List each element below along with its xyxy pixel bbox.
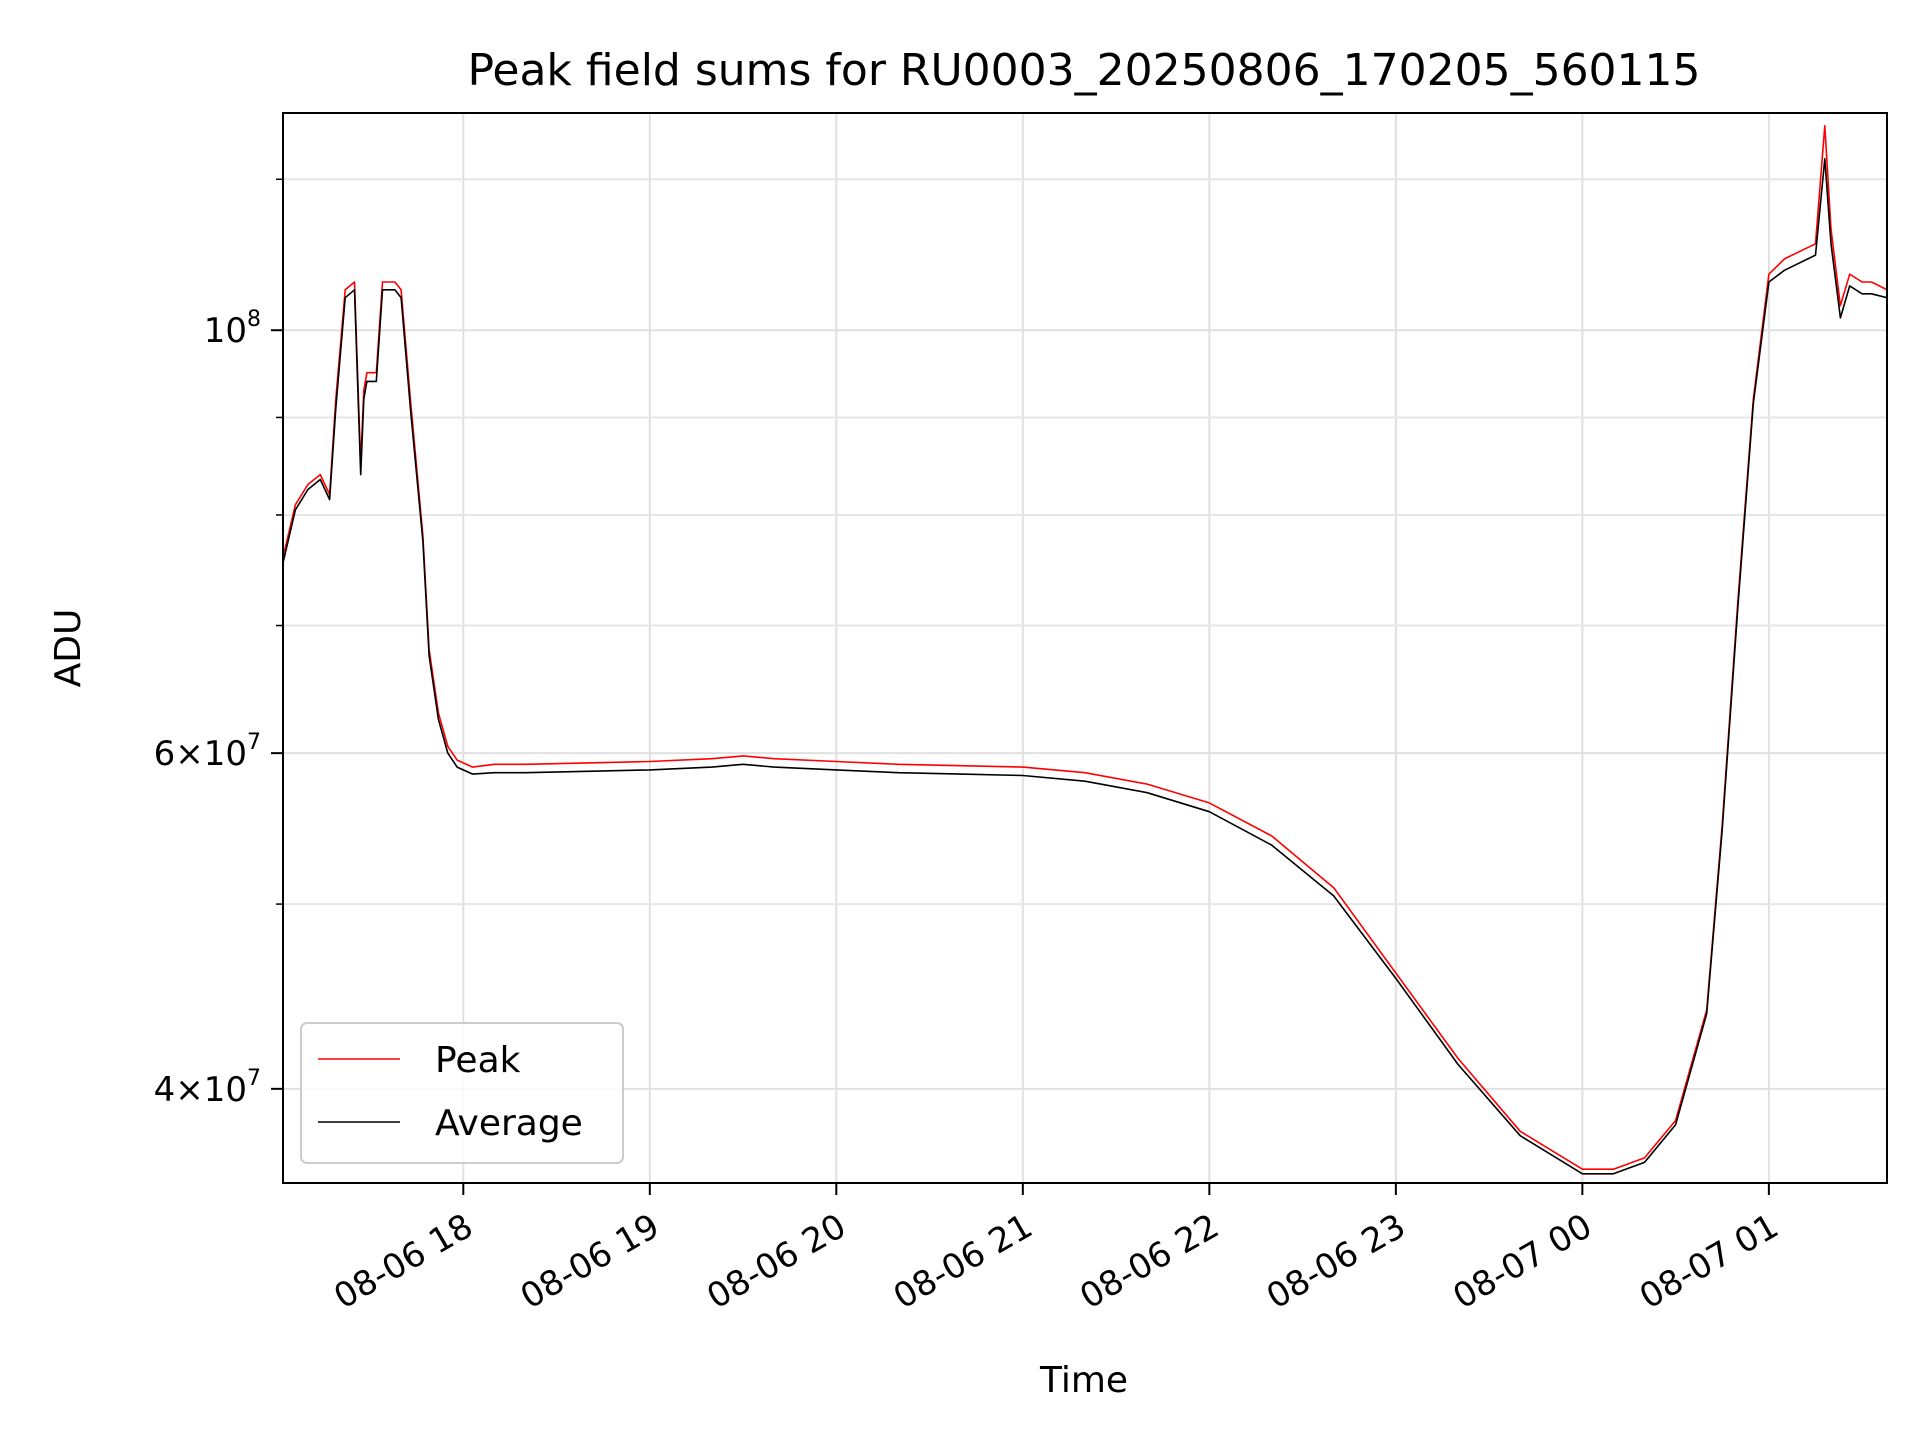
y-tick-label: 4×107 — [154, 1066, 261, 1110]
y-tick-exponent: 7 — [247, 730, 261, 755]
legend: Peak Average — [300, 1022, 624, 1164]
plot-area — [283, 113, 1887, 1183]
legend-label-peak: Peak — [435, 1040, 521, 1081]
y-tick-label: 6×107 — [154, 730, 261, 774]
y-tick-exponent: 7 — [247, 1066, 261, 1091]
series-line-average — [283, 158, 1887, 1175]
series-line-peak — [283, 125, 1887, 1170]
x-axis-label: Time — [1039, 1360, 1128, 1401]
y-tick-label: 108 — [204, 307, 261, 351]
legend-label-average: Average — [435, 1103, 583, 1144]
plot-frame — [282, 112, 1888, 1184]
y-axis-label: ADU — [48, 609, 89, 688]
chart-title: Peak field sums for RU0003_20250806_1702… — [467, 45, 1700, 96]
legend-box — [300, 1022, 624, 1164]
y-tick-mantissa: 10 — [204, 311, 247, 351]
y-tick-exponent: 8 — [247, 307, 261, 332]
grid-lines — [283, 113, 1887, 1183]
series-layer — [283, 125, 1887, 1175]
y-tick-mantissa: 6×10 — [154, 734, 247, 774]
y-tick-mantissa: 4×10 — [154, 1070, 247, 1110]
